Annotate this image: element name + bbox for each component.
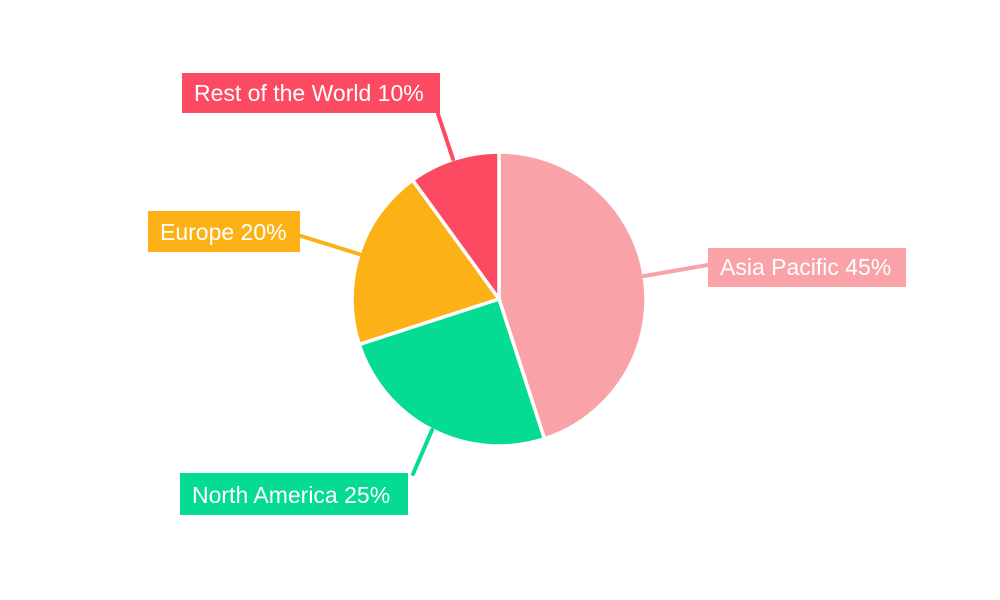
pie-slices: [350, 150, 648, 448]
callout-asia-pacific: Asia Pacific 45%: [708, 248, 906, 287]
north-america-label-box: [180, 473, 408, 515]
callout-north-america: North America 25%: [180, 473, 408, 515]
europe-label-text: Europe 20%: [160, 219, 287, 245]
europe-label-box: [148, 211, 300, 252]
rest-of-world-leader-line: [436, 112, 455, 161]
callout-rest-of-world: Rest of the World 10%: [182, 73, 440, 113]
north-america-label-text: North America 25%: [192, 482, 390, 508]
asia-pacific-label-box: [708, 248, 906, 287]
callout-europe: Europe 20%: [148, 211, 300, 252]
asia-pacific-label-text: Asia Pacific 45%: [720, 254, 891, 280]
asia-pacific-leader-line: [642, 263, 710, 278]
rest-of-world-label-text: Rest of the World 10%: [194, 80, 424, 106]
leader-lines: [299, 112, 710, 476]
europe-leader-line: [299, 234, 361, 256]
north-america-leader-line: [411, 428, 434, 476]
rest-of-world-label-box: [182, 73, 440, 113]
